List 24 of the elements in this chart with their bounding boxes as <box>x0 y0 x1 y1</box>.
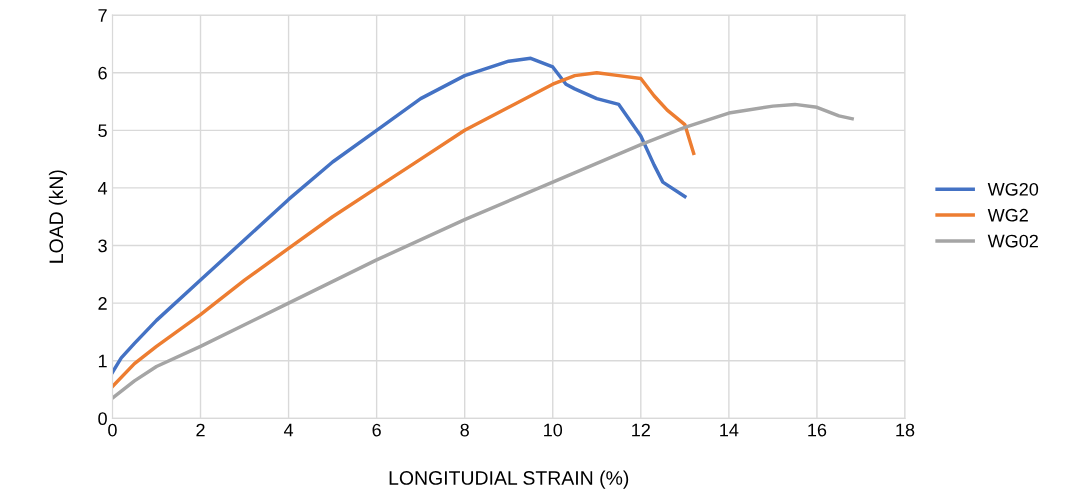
line-series <box>112 102 854 400</box>
legend-label: WG2 <box>987 208 1028 222</box>
x-tick-label: 0 <box>108 423 117 437</box>
x-tick-label: 18 <box>896 423 915 437</box>
y-tick-label: 2 <box>98 297 107 310</box>
y-tick-label: 3 <box>98 239 107 253</box>
y-tick-label: 6 <box>98 66 107 80</box>
y-tick-label: 1 <box>98 354 107 368</box>
y-tick-label: 7 <box>98 9 107 22</box>
x-tick-label: 16 <box>808 423 827 437</box>
legend-label: WG20 <box>987 182 1039 196</box>
x-tick-label: 4 <box>283 423 294 437</box>
legend-label: WG02 <box>987 234 1038 248</box>
y-axis-title: LOAD (kN) <box>48 170 67 263</box>
x-tick-label: 8 <box>460 423 469 437</box>
y-tick-label: 5 <box>98 124 107 138</box>
x-axis-title: LONGITUDIAL STRAIN (%) <box>389 470 629 489</box>
x-tick-label: 10 <box>544 423 563 437</box>
y-tick-label: 4 <box>97 182 108 195</box>
y-tick-label: 0 <box>98 412 107 426</box>
x-tick-label: 2 <box>196 423 205 437</box>
x-tick-label: 14 <box>720 423 739 437</box>
x-tick-label: 12 <box>632 423 650 437</box>
x-tick-label: 6 <box>372 423 381 437</box>
